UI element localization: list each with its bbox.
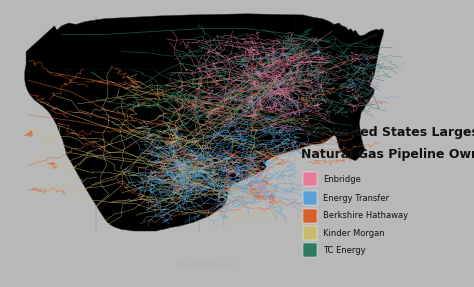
FancyBboxPatch shape — [303, 191, 317, 205]
Text: Berkshire Hathaway: Berkshire Hathaway — [323, 211, 409, 220]
Text: Natural Gas Pipeline Owners: Natural Gas Pipeline Owners — [301, 148, 474, 162]
Text: SoundingMaps.com: SoundingMaps.com — [178, 261, 239, 267]
FancyBboxPatch shape — [303, 243, 317, 257]
Text: TC Energy: TC Energy — [323, 246, 366, 255]
Text: Enbridge: Enbridge — [323, 175, 361, 184]
Polygon shape — [25, 14, 384, 231]
FancyBboxPatch shape — [303, 172, 317, 186]
Text: The United States Largest: The United States Largest — [301, 125, 474, 139]
FancyBboxPatch shape — [303, 226, 317, 240]
Text: Energy Transfer: Energy Transfer — [323, 193, 390, 203]
FancyBboxPatch shape — [303, 209, 317, 223]
Text: Kinder Morgan: Kinder Morgan — [323, 228, 385, 238]
